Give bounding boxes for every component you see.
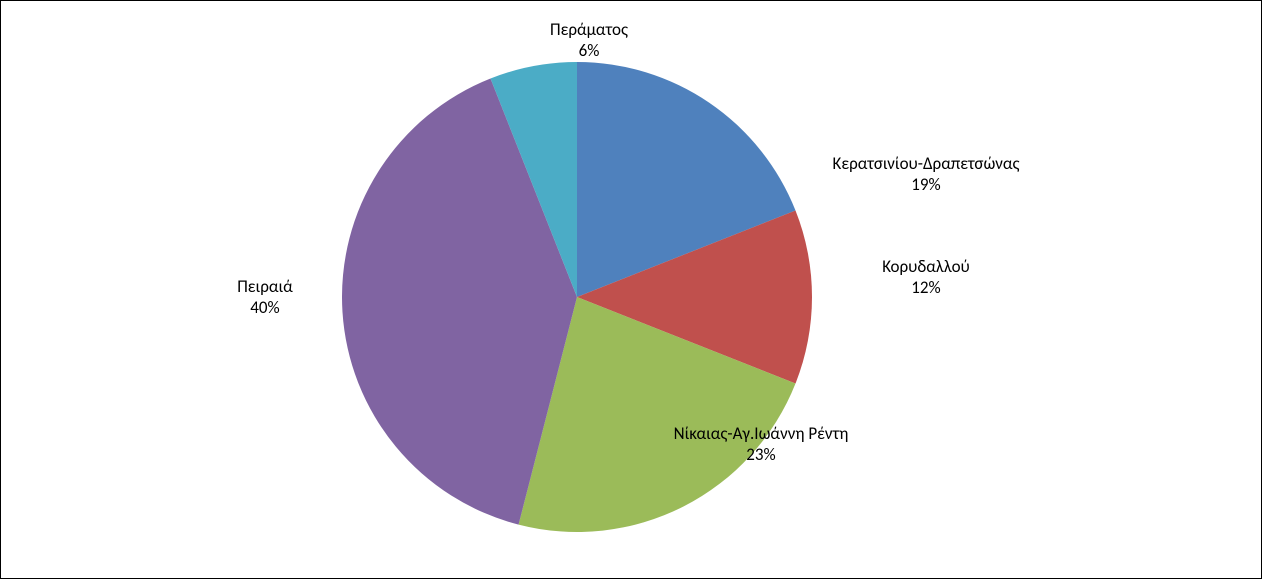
slice-label-nikaias: Νίκαιας-Αγ.Ιωάννη Ρέντη 23% [674,423,849,466]
slice-percent: 23% [674,444,849,465]
slice-name: Κορυδαλλού [882,256,970,277]
chart-frame: Κερατσινίου-Δραπετσώνας 19% Κορυδαλλού 1… [0,0,1262,579]
slice-name: Περάματος [550,19,628,40]
slice-label-peramatos: Περάματος 6% [550,19,628,62]
slice-percent: 40% [237,297,293,318]
slice-name: Πειραιά [237,276,293,297]
slice-percent: 6% [550,40,628,61]
slice-percent: 12% [882,277,970,298]
slice-label-keratsiniou: Κερατσινίου-Δραπετσώνας 19% [833,153,1020,196]
slice-percent: 19% [833,174,1020,195]
slice-name: Νίκαιας-Αγ.Ιωάννη Ρέντη [674,423,849,444]
slice-label-peiraia: Πειραιά 40% [237,276,293,319]
slice-label-korydallou: Κορυδαλλού 12% [882,256,970,299]
slice-name: Κερατσινίου-Δραπετσώνας [833,153,1020,174]
